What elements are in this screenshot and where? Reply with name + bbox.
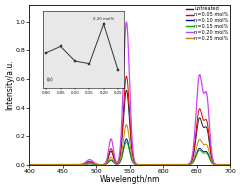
n=0.05 mol% (38, 163, 41, 166)
untreated (223, 163, 226, 166)
n=0.05 mol% (125, 75, 128, 77)
n=0.15 mol% (125, 141, 128, 143)
untreated (38, 163, 41, 166)
untreated (28, 163, 31, 166)
Y-axis label: Intensity/a.u.: Intensity/a.u. (5, 59, 14, 110)
n=0.15 mol% (229, 163, 232, 166)
untreated (223, 163, 226, 166)
n=0.10 mol% (186, 163, 189, 166)
n=0.20 mol% (186, 163, 189, 166)
n=0.10 mol% (125, 138, 128, 140)
n=0.05 mol% (120, 138, 123, 140)
n=0.20 mol% (223, 163, 226, 166)
n=0.25 mol% (28, 163, 31, 166)
n=0.10 mol% (229, 163, 232, 166)
Line: untreated: untreated (29, 90, 230, 165)
n=0.25 mol% (186, 163, 189, 166)
n=0.25 mol% (126, 125, 128, 127)
n=0.10 mol% (28, 163, 31, 166)
Legend: untreated, n=0.05 mol%, n=0.10 mol%, n=0.15 mol%, n=0.20 mol%, n=0.25 mol%: untreated, n=0.05 mol%, n=0.10 mol%, n=0… (185, 6, 229, 41)
n=0.25 mol% (223, 163, 226, 166)
Line: n=0.15 mol%: n=0.15 mol% (29, 142, 230, 165)
n=0.25 mol% (38, 163, 41, 166)
Line: n=0.25 mol%: n=0.25 mol% (29, 125, 230, 165)
n=0.20 mol% (126, 25, 128, 27)
n=0.20 mol% (229, 163, 232, 166)
n=0.05 mol% (186, 163, 189, 166)
n=0.15 mol% (223, 163, 226, 166)
n=0.20 mol% (38, 163, 41, 166)
untreated (125, 89, 128, 91)
untreated (186, 163, 189, 166)
n=0.20 mol% (125, 21, 128, 23)
n=0.15 mol% (120, 157, 123, 159)
Line: n=0.20 mol%: n=0.20 mol% (29, 22, 230, 165)
n=0.15 mol% (38, 163, 41, 166)
n=0.25 mol% (120, 152, 123, 154)
n=0.10 mol% (223, 163, 226, 166)
n=0.05 mol% (223, 163, 226, 166)
untreated (126, 91, 128, 93)
untreated (229, 163, 232, 166)
X-axis label: Wavelength/nm: Wavelength/nm (100, 175, 160, 184)
n=0.25 mol% (125, 124, 128, 126)
n=0.10 mol% (120, 156, 123, 158)
n=0.15 mol% (186, 163, 189, 166)
n=0.20 mol% (223, 163, 226, 166)
n=0.25 mol% (229, 163, 232, 166)
n=0.10 mol% (223, 163, 226, 166)
n=0.10 mol% (126, 138, 128, 141)
n=0.05 mol% (28, 163, 31, 166)
n=0.10 mol% (38, 163, 41, 166)
Line: n=0.10 mol%: n=0.10 mol% (29, 139, 230, 165)
untreated (120, 142, 123, 144)
n=0.15 mol% (126, 141, 128, 143)
n=0.05 mol% (126, 77, 128, 80)
n=0.15 mol% (28, 163, 31, 166)
n=0.25 mol% (223, 163, 226, 166)
n=0.20 mol% (120, 122, 123, 124)
n=0.20 mol% (28, 163, 31, 166)
Line: n=0.05 mol%: n=0.05 mol% (29, 76, 230, 165)
n=0.05 mol% (223, 163, 226, 166)
n=0.15 mol% (223, 163, 226, 166)
n=0.05 mol% (229, 163, 232, 166)
